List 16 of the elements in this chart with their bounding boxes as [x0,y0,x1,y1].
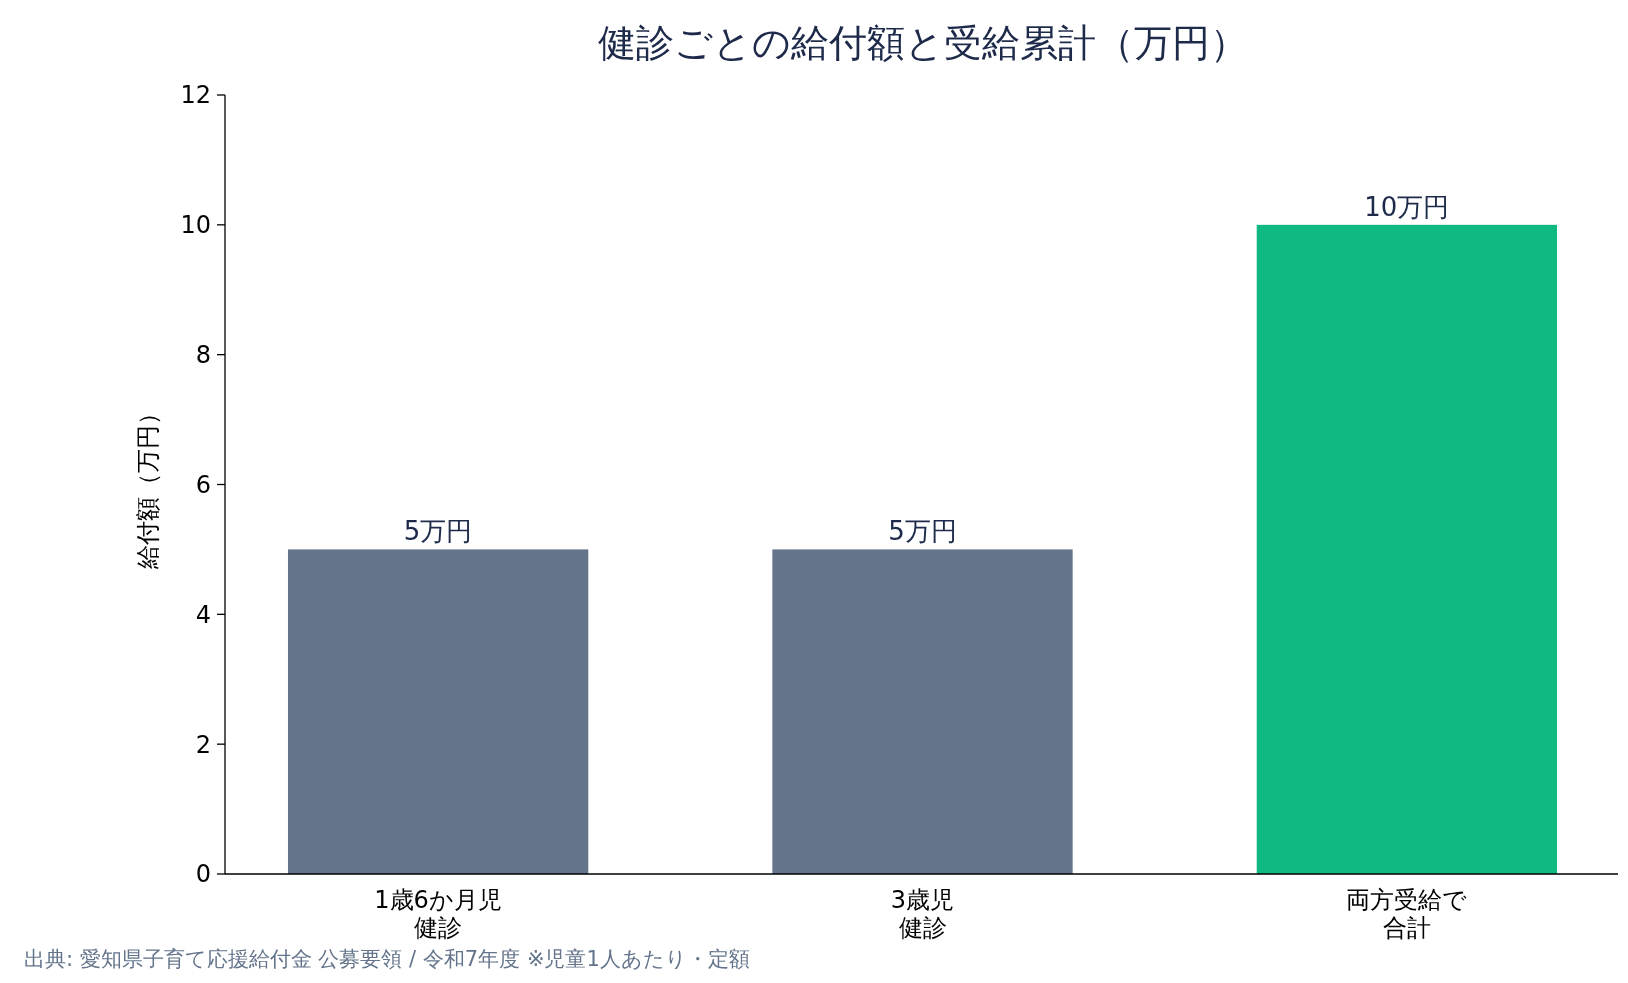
x-tick-label: 1歳6か月児健診 [374,886,502,942]
y-tick-label: 2 [195,730,211,759]
y-tick-label: 8 [195,341,211,370]
x-tick-label: 3歳児健診 [890,886,955,942]
y-tick-label: 0 [195,860,211,889]
x-tick-label: 両方受給で合計 [1346,886,1468,942]
y-tick-label: 4 [195,600,211,629]
chart-title: 健診ごとの給付額と受給累計（万円） [597,21,1248,65]
data-label: 10万円 [1364,191,1450,222]
data-label: 5万円 [403,516,473,547]
data-label: 5万円 [888,516,957,547]
y-tick-label: 12 [180,81,211,110]
y-axis-title: 給付額（万円） [134,400,162,570]
y-tick-label: 6 [195,470,211,499]
y-tick-label: 10 [180,211,211,240]
source-note: 出典: 愛知県子育て応援給付金 公募要領 / 令和7年度 ※児童1人あたり・定額 [24,947,750,971]
